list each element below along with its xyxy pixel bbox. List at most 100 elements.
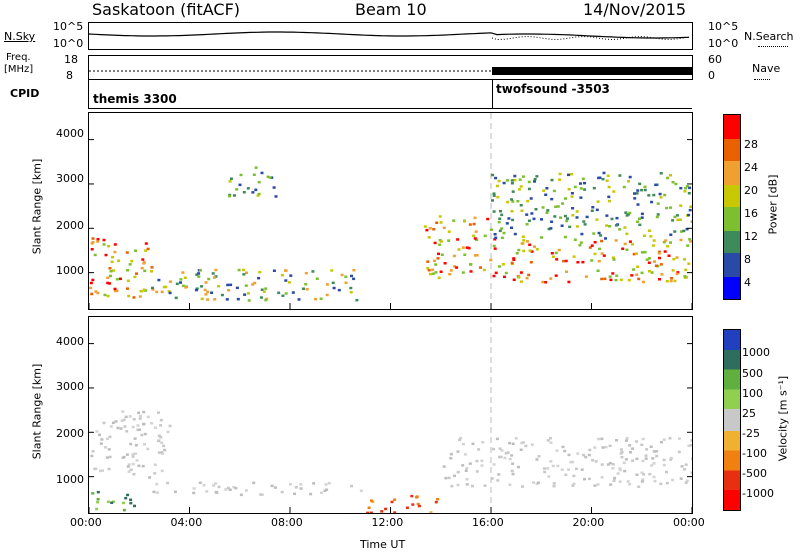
velocity-cell bbox=[648, 472, 652, 476]
velocity-cbar-25: 25 bbox=[742, 407, 756, 420]
velocity-cell bbox=[683, 468, 687, 471]
power-cell bbox=[236, 297, 240, 301]
power-cell bbox=[502, 181, 506, 185]
velocity-cell bbox=[601, 446, 605, 449]
power-cell bbox=[96, 291, 100, 295]
velocity-cell bbox=[327, 482, 331, 485]
power-cell bbox=[679, 238, 683, 242]
nsky-label: N.Sky bbox=[4, 30, 36, 43]
velocity-cell bbox=[132, 472, 136, 476]
velocity-cell bbox=[640, 480, 644, 483]
power-cell bbox=[280, 273, 284, 277]
velocity-cell bbox=[110, 501, 114, 504]
power-cell bbox=[511, 190, 515, 193]
velocity-cell bbox=[596, 483, 600, 486]
velocity-cell bbox=[655, 454, 659, 458]
freq-panel bbox=[88, 55, 693, 80]
power-cell bbox=[530, 212, 534, 215]
power-cell bbox=[492, 192, 496, 195]
cpid-divider bbox=[492, 80, 493, 108]
velocity-cell bbox=[99, 442, 103, 445]
velocity-region-low-ionospheric bbox=[91, 490, 136, 512]
power-cell bbox=[545, 187, 549, 190]
velocity-cell bbox=[108, 455, 112, 459]
power-cell bbox=[540, 218, 543, 221]
power-cell bbox=[688, 208, 692, 212]
power-cell bbox=[349, 291, 353, 294]
power-cell bbox=[272, 269, 276, 272]
velocity-cell bbox=[498, 455, 501, 459]
velocity-cell bbox=[224, 488, 228, 491]
power-cell bbox=[252, 173, 256, 176]
velocity-cell bbox=[662, 463, 666, 467]
power-cell bbox=[305, 288, 309, 291]
power-cell bbox=[139, 289, 143, 293]
power-ytick-2000: 2000 bbox=[56, 219, 84, 232]
power-cell bbox=[670, 277, 674, 280]
power-cell bbox=[515, 252, 519, 255]
velocity-cell bbox=[571, 484, 575, 487]
power-cell bbox=[108, 282, 111, 285]
velocity-cell bbox=[508, 483, 512, 486]
power-cell bbox=[475, 254, 479, 257]
velocity-cell bbox=[410, 494, 414, 498]
power-cell bbox=[684, 187, 688, 190]
power-region-afternoon-arc bbox=[423, 215, 493, 280]
power-cell bbox=[443, 262, 447, 265]
power-cell bbox=[453, 265, 457, 268]
power-cell bbox=[533, 178, 537, 181]
velocity-cell bbox=[121, 410, 125, 413]
power-cell bbox=[426, 267, 430, 270]
power-cell bbox=[325, 283, 329, 286]
power-cell bbox=[461, 271, 465, 274]
power-cell bbox=[262, 290, 266, 293]
power-cell bbox=[650, 200, 654, 204]
power-cell bbox=[571, 214, 575, 217]
velocity-cell bbox=[587, 477, 591, 481]
velocity-cell bbox=[546, 467, 550, 470]
velocity-cbar-m1000: -1000 bbox=[742, 487, 774, 500]
power-cell bbox=[618, 228, 622, 231]
power-cell bbox=[497, 179, 501, 183]
velocity-cell bbox=[572, 482, 576, 486]
power-cell bbox=[513, 174, 517, 178]
velocity-cell bbox=[499, 455, 503, 459]
power-cell bbox=[554, 205, 558, 208]
power-cell bbox=[579, 241, 583, 244]
velocity-cell bbox=[569, 460, 573, 464]
power-cell bbox=[559, 216, 562, 219]
power-cell bbox=[475, 238, 479, 242]
nave-tick-bottom: 0 bbox=[708, 69, 715, 82]
power-cell bbox=[689, 240, 692, 243]
power-cell bbox=[455, 266, 459, 269]
power-cell bbox=[435, 221, 439, 224]
velocity-cell bbox=[202, 483, 206, 487]
power-cell bbox=[599, 234, 603, 237]
velocity-cell bbox=[600, 437, 604, 441]
nsearch-tick-bottom: 10^0 bbox=[708, 37, 739, 50]
velocity-ytick-3000: 3000 bbox=[56, 380, 84, 393]
power-cell bbox=[570, 195, 574, 198]
power-cell bbox=[554, 274, 558, 277]
power-cell bbox=[107, 244, 111, 248]
power-cell bbox=[549, 277, 553, 280]
power-cell bbox=[628, 240, 632, 243]
power-cell bbox=[433, 259, 437, 263]
power-cell bbox=[91, 278, 95, 282]
power-cell bbox=[437, 276, 441, 280]
power-cell bbox=[204, 281, 208, 284]
velocity-cell bbox=[449, 452, 453, 456]
velocity-cell bbox=[132, 418, 136, 421]
power-cell bbox=[493, 233, 497, 236]
power-cell bbox=[583, 181, 586, 185]
power-cell bbox=[337, 288, 341, 292]
power-cell bbox=[578, 244, 582, 247]
velocity-cell bbox=[434, 500, 438, 504]
power-cell bbox=[521, 235, 525, 238]
power-region-evening-upper bbox=[491, 171, 692, 240]
velocity-cell bbox=[547, 475, 551, 478]
velocity-cell bbox=[611, 467, 615, 470]
velocity-cell bbox=[616, 472, 620, 475]
velocity-cell bbox=[537, 481, 540, 484]
velocity-cell bbox=[626, 480, 630, 483]
